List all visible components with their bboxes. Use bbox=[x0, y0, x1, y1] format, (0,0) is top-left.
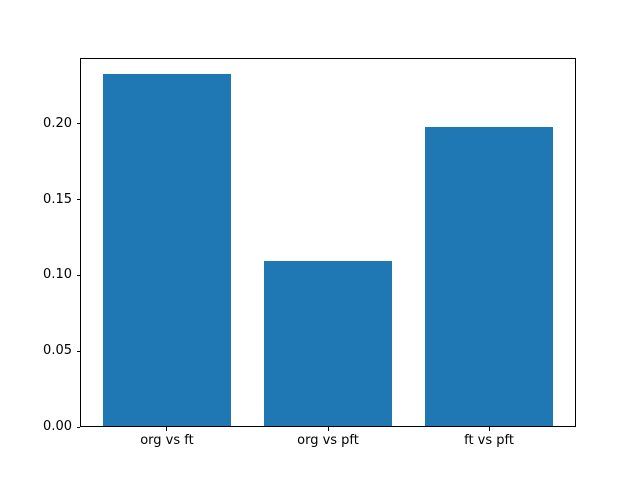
y-tick-label: 0.00 bbox=[43, 419, 72, 435]
bar-org-vs-pft bbox=[263, 260, 393, 427]
x-tick-mark bbox=[327, 427, 329, 431]
x-tick-label: org vs ft bbox=[140, 432, 194, 448]
y-tick-label: 0.05 bbox=[43, 343, 72, 359]
y-tick-mark bbox=[76, 350, 80, 352]
y-tick-label: 0.20 bbox=[43, 115, 72, 131]
x-tick-label: ft vs pft bbox=[464, 432, 514, 448]
x-tick-label: org vs pft bbox=[297, 432, 359, 448]
y-tick-mark bbox=[76, 274, 80, 276]
y-tick-label: 0.15 bbox=[43, 191, 72, 207]
bars-group bbox=[81, 59, 575, 427]
y-tick-mark bbox=[76, 123, 80, 125]
bar-org-vs-ft bbox=[102, 74, 232, 427]
y-tick-mark bbox=[76, 199, 80, 201]
bar-ft-vs-pft bbox=[424, 127, 554, 427]
y-tick-label: 0.10 bbox=[43, 267, 72, 283]
x-tick-mark bbox=[166, 427, 168, 431]
y-tick-mark bbox=[76, 426, 80, 428]
x-tick-mark bbox=[488, 427, 490, 431]
axes bbox=[80, 57, 576, 428]
